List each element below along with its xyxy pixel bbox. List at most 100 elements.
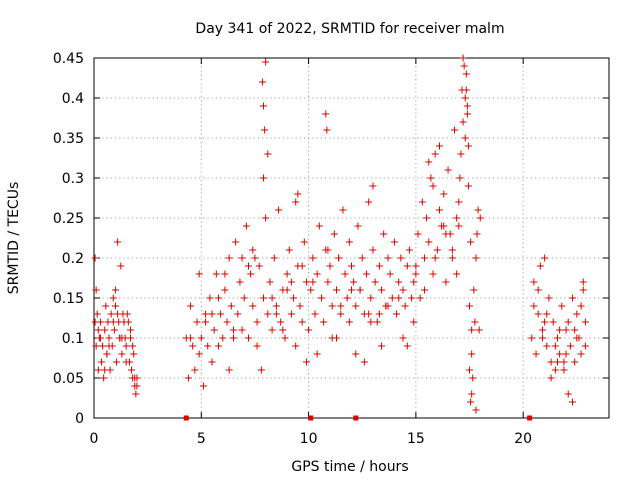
data-point bbox=[305, 326, 313, 334]
data-point bbox=[566, 342, 574, 350]
data-point bbox=[442, 278, 450, 286]
data-point bbox=[433, 246, 441, 254]
x-tick-label: 5 bbox=[197, 431, 206, 447]
data-point bbox=[571, 358, 579, 366]
data-point bbox=[260, 174, 268, 182]
data-point bbox=[378, 342, 386, 350]
data-point bbox=[464, 182, 472, 190]
data-point bbox=[448, 246, 456, 254]
data-point bbox=[272, 302, 280, 310]
data-point bbox=[245, 334, 252, 342]
data-point bbox=[418, 198, 426, 206]
y-tick-label: 0.3 bbox=[62, 171, 84, 187]
data-point bbox=[92, 342, 100, 350]
data-point bbox=[94, 366, 102, 374]
data-point bbox=[221, 286, 229, 294]
data-point bbox=[367, 318, 375, 326]
data-point bbox=[528, 334, 536, 342]
data-point bbox=[189, 342, 197, 350]
series-segment-3 bbox=[412, 54, 484, 414]
data-point bbox=[431, 254, 439, 262]
data-point bbox=[100, 374, 108, 382]
data-point bbox=[302, 358, 310, 366]
data-point bbox=[373, 318, 381, 326]
data-point bbox=[464, 142, 472, 150]
data-point bbox=[462, 86, 470, 94]
data-point bbox=[129, 342, 137, 350]
data-point bbox=[103, 350, 111, 358]
data-point bbox=[133, 382, 141, 390]
data-point bbox=[240, 294, 248, 302]
data-point bbox=[412, 270, 420, 278]
gap-marker bbox=[183, 415, 189, 421]
y-tick-label: 0.15 bbox=[53, 291, 84, 307]
data-point bbox=[227, 302, 235, 310]
data-point bbox=[530, 302, 538, 310]
y-tick-label: 0.4 bbox=[62, 91, 84, 107]
data-point bbox=[534, 310, 542, 318]
data-point bbox=[569, 398, 577, 406]
data-point bbox=[399, 334, 407, 342]
data-point bbox=[405, 246, 413, 254]
data-point bbox=[208, 358, 216, 366]
data-point bbox=[283, 286, 291, 294]
y-tick-label: 0.25 bbox=[53, 211, 84, 227]
data-point bbox=[294, 190, 302, 198]
data-point bbox=[102, 302, 110, 310]
data-point bbox=[330, 230, 338, 238]
data-point bbox=[474, 206, 482, 214]
data-point bbox=[202, 318, 210, 326]
data-point bbox=[459, 118, 467, 126]
data-point bbox=[467, 398, 475, 406]
gap-marker bbox=[308, 415, 314, 421]
data-point bbox=[126, 326, 134, 334]
data-point bbox=[195, 350, 203, 358]
data-point bbox=[556, 350, 564, 358]
data-point bbox=[375, 310, 383, 318]
data-point bbox=[262, 214, 270, 222]
data-point bbox=[116, 334, 124, 342]
data-point bbox=[352, 350, 360, 358]
data-point bbox=[281, 334, 289, 342]
x-axis-label: GPS time / hours bbox=[291, 459, 408, 475]
data-point bbox=[111, 302, 119, 310]
data-point bbox=[238, 254, 246, 262]
series-segment-4 bbox=[528, 254, 589, 406]
data-point bbox=[260, 102, 268, 110]
data-point bbox=[191, 366, 199, 374]
data-point bbox=[463, 102, 471, 110]
data-point bbox=[253, 342, 261, 350]
data-point bbox=[453, 214, 461, 222]
data-point bbox=[431, 150, 439, 158]
data-point bbox=[302, 278, 310, 286]
data-point bbox=[292, 198, 300, 206]
data-point bbox=[320, 318, 328, 326]
data-point bbox=[543, 310, 551, 318]
data-point bbox=[365, 310, 373, 318]
data-point bbox=[466, 302, 474, 310]
data-point bbox=[117, 262, 125, 270]
data-point bbox=[348, 262, 355, 270]
data-point bbox=[208, 310, 216, 318]
data-point bbox=[110, 326, 118, 334]
gap-marker bbox=[353, 415, 359, 421]
data-point bbox=[206, 294, 214, 302]
data-point bbox=[369, 246, 377, 254]
data-point bbox=[242, 222, 250, 230]
data-point bbox=[414, 230, 422, 238]
axis-ticks: 0 0.05 0.1 0.15 0.2 0.25 0.3 0.35 0.4 0.45 0 5 10 15 2… bbox=[53, 51, 609, 447]
plot-frame bbox=[93, 57, 610, 419]
data-point bbox=[440, 222, 448, 230]
data-point bbox=[408, 294, 416, 302]
data-point bbox=[395, 294, 403, 302]
data-point bbox=[249, 302, 257, 310]
data-point bbox=[369, 182, 377, 190]
data-point bbox=[335, 254, 343, 262]
data-point bbox=[345, 318, 353, 326]
data-point bbox=[532, 350, 540, 358]
data-point bbox=[92, 286, 100, 294]
data-point bbox=[202, 310, 210, 318]
data-point bbox=[285, 246, 293, 254]
data-point bbox=[554, 358, 561, 366]
data-point bbox=[410, 318, 418, 326]
